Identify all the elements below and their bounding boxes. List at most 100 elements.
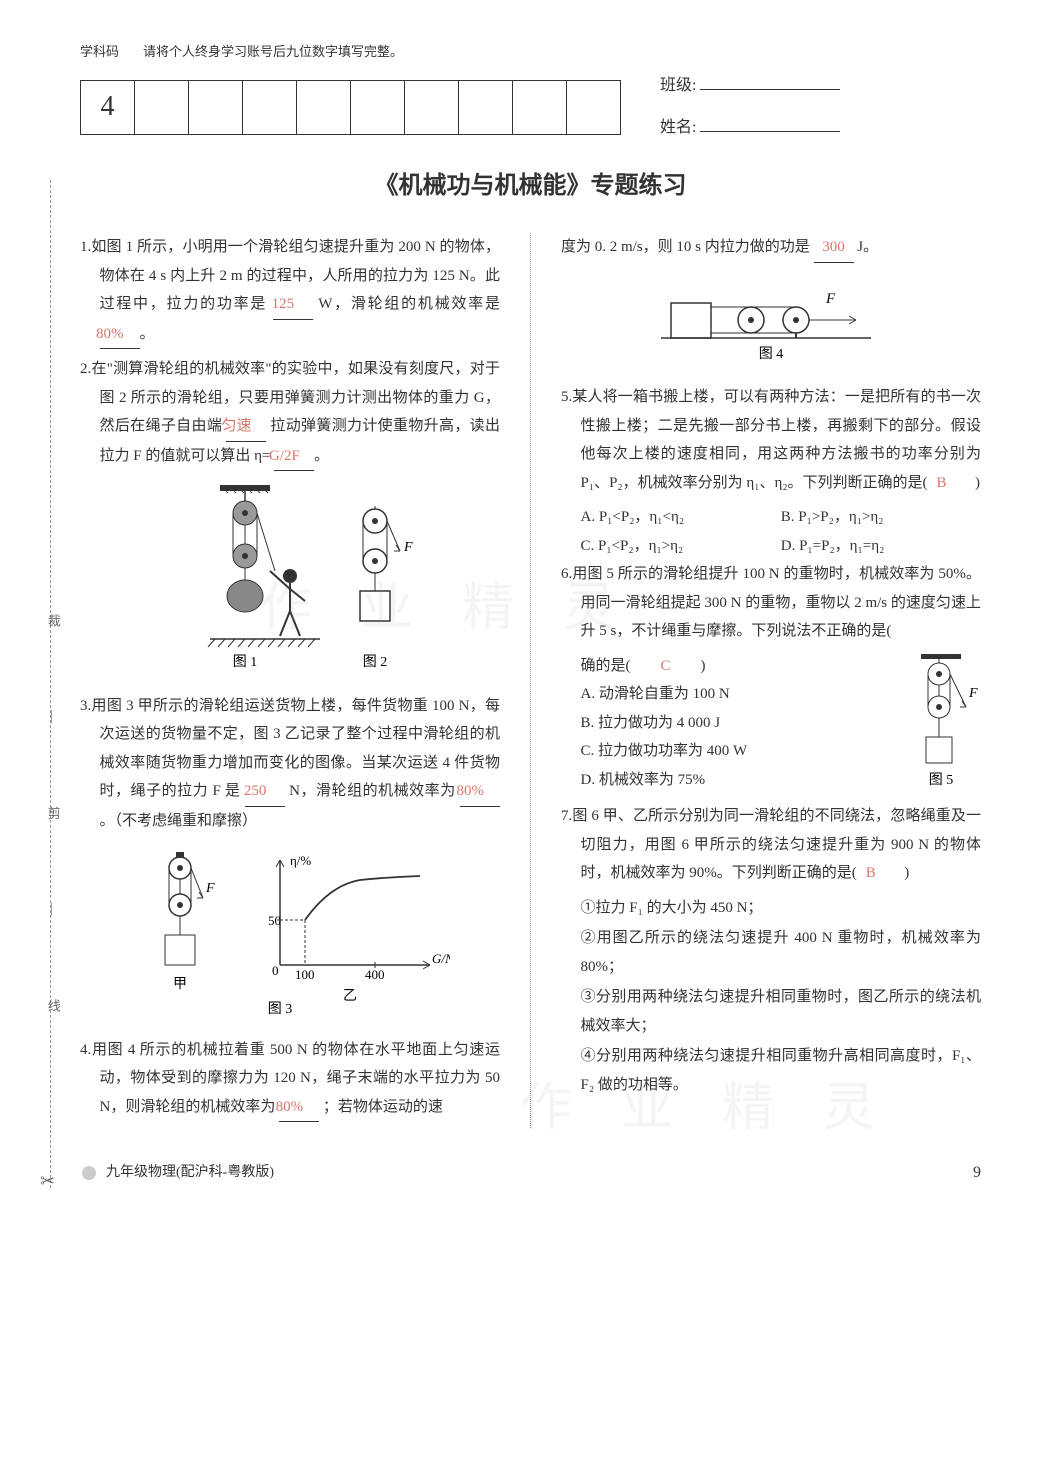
question-2: 2.在"测算滑轮组的机械效率"的实验中，如果没有刻度尺，对于图 2 所示的滑轮组… [80,355,500,471]
q7-s3: ③分别用两种绕法匀速提升相同重物时，图乙所示的绕法机械效率大； [561,983,981,1040]
figure-5: F 图 5 [911,652,981,803]
page-number: 9 [973,1158,981,1188]
page-footer: 九年级物理(配沪科-粤教版) 9 [80,1158,981,1188]
footer-book: 九年级物理(配沪科-粤教版) [106,1160,274,1187]
q5-num: 5. [561,389,572,405]
q4-text-c: 度为 0. 2 m/s，则 10 s 内拉力做的功是 [561,239,810,255]
name-input-line[interactable] [700,131,840,132]
q6-text2: 确的是( C ) [581,652,902,681]
code-boxes: 4 [80,80,620,135]
q7-s4: ④分别用两种绕法匀速提升相同重物升高相同高度时，F₁、F₂ 做的功相等。 [561,1042,981,1099]
q2-num: 2. [80,361,91,377]
svg-text:400: 400 [365,967,385,982]
svg-text:0: 0 [272,963,279,978]
class-input-line[interactable] [700,89,840,90]
svg-text:F: F [825,291,836,307]
question-6: 6.用图 5 所示的滑轮组提升 100 N 的重物时，机械效率为 50%。用同一… [561,560,981,646]
right-column: 度为 0. 2 m/s，则 10 s 内拉力做的功是 300 J。 F 图 4 [561,233,981,1128]
q6-optC: C. 拉力做功功率为 400 W [581,737,902,766]
class-label: 班级: [660,77,696,94]
q4-text-d: J。 [857,239,878,255]
q4-num: 4. [80,1042,91,1058]
svg-text:F: F [968,686,978,701]
question-3: 3.用图 3 甲所示的滑轮组运送货物上楼，每件货物重 100 N，每次运送的货物… [80,692,500,836]
question-7: 7.图 6 甲、乙所示分别为同一滑轮组的不同绕法，忽略绳重及一切阻力，用图 6 … [561,802,981,888]
page-title: 《机械功与机械能》专题练习 [80,163,981,209]
code-box-1[interactable] [134,80,189,135]
q7-s2: ②用图乙所示的绕法匀速提升 400 N 重物时，机械效率为 80%； [561,924,981,981]
q5-optD: D. P₁=P₂，η₁=η₂ [781,532,981,561]
q7-close: ) [904,865,909,881]
svg-text:甲: 甲 [173,977,187,992]
scissors-icon: ✂ [40,1164,55,1198]
q1-text-c: 。 [140,326,155,342]
svg-text:图 2: 图 2 [363,655,388,670]
q5-optA: A. P₁<P₂，η₁<η₂ [581,503,781,532]
code-box-3[interactable] [242,80,297,135]
page-header: 学科码 请将个人终身学习账号后九位数字填写完整。 4 班级: 姓名: [80,40,981,143]
q5-close: ) [975,475,980,491]
cut-line-label: 裁 — 剪 — 线 [40,614,65,1052]
figure-3: F 甲 η/% G/N 50 100 [80,845,500,1026]
code-box-7[interactable] [458,80,513,135]
code-box-6[interactable] [404,80,459,135]
q6-text: 用图 5 所示的滑轮组提升 100 N 的重物时，机械效率为 50%。用同一滑轮… [572,566,981,639]
q6-ans: C [646,652,686,681]
svg-text:F: F [205,881,215,896]
question-4-cont: 度为 0. 2 m/s，则 10 s 内拉力做的功是 300 J。 [561,233,981,263]
q6-optD: D. 机械效率为 75% [581,766,902,795]
q1-ans1: 125 [273,290,313,320]
q7-ans: B [861,859,901,888]
svg-text:100: 100 [295,967,315,982]
q7-s1: ①拉力 F₁ 的大小为 450 N； [561,894,981,923]
q7-num: 7. [561,808,572,824]
svg-text:η/%: η/% [290,853,311,868]
code-box-9[interactable] [566,80,621,135]
code-box-0: 4 [80,80,135,135]
q5-optB: B. P₁>P₂，η₁>η₂ [781,503,981,532]
q2-ans2: G/2F [274,442,314,472]
code-box-4[interactable] [296,80,351,135]
left-column: 1.如图 1 所示，小明用一个滑轮组匀速提升重为 200 N 的物体，物体在 4… [80,233,500,1128]
header-instruction: 请将个人终身学习账号后九位数字填写完整。 [143,40,403,65]
q5-text: 某人将一箱书搬上楼，可以有两种方法：一是把所有的书一次性搬上楼；二是先搬一部分书… [572,389,981,491]
subject-code-label: 学科码 [80,40,119,65]
name-label: 姓名: [660,119,696,136]
q4-ans2: 300 [814,233,854,263]
code-box-5[interactable] [350,80,405,135]
column-divider [530,233,531,1128]
q3-text-c: 。（不考虑绳重和摩擦） [100,813,258,829]
svg-text:图 1: 图 1 [233,655,258,670]
q5-ans: B [931,469,971,498]
q5-optC: C. P₁<P₂，η₁>η₂ [581,532,781,561]
figure-1-2: F 图 1 图 2 [80,481,500,682]
q3-ans2: 80% [460,777,500,807]
figure-4: F 图 4 [561,273,981,374]
svg-text:图 5: 图 5 [929,773,954,788]
q4-text-b: ；若物体运动的速 [323,1099,443,1115]
q2-ans1: 匀速 [226,412,266,442]
footer-dot-icon [80,1164,98,1182]
q1-ans2: 80% [100,320,140,350]
q2-text-c: 。 [314,448,329,464]
q3-text-b: N，滑轮组的机械效率为 [289,783,456,799]
code-box-2[interactable] [188,80,243,135]
q3-ans1: 250 [245,777,285,807]
svg-text:乙: 乙 [343,988,357,1004]
question-1: 1.如图 1 所示，小明用一个滑轮组匀速提升重为 200 N 的物体，物体在 4… [80,233,500,349]
q1-num: 1. [80,239,91,255]
question-4: 4.用图 4 所示的机械拉着重 500 N 的物体在水平地面上匀速运动，物体受到… [80,1036,500,1123]
svg-text:图 4: 图 4 [759,347,784,362]
q1-text-b: W，滑轮组的机械效率是 [318,296,500,312]
code-box-8[interactable] [512,80,567,135]
svg-text:图 3: 图 3 [268,1002,293,1015]
q6-num: 6. [561,566,572,582]
q6-close: ) [701,658,706,674]
q6-optB: B. 拉力做功为 4 000 J [581,709,902,738]
question-5: 5.某人将一箱书搬上楼，可以有两种方法：一是把所有的书一次性搬上楼；二是先搬一部… [561,383,981,497]
q7-text: 图 6 甲、乙所示分别为同一滑轮组的不同绕法，忽略绳重及一切阻力，用图 6 甲所… [572,808,981,881]
svg-text:G/N: G/N [432,951,450,966]
q6-optA: A. 动滑轮自重为 100 N [581,680,902,709]
q5-options: A. P₁<P₂，η₁<η₂B. P₁>P₂，η₁>η₂ C. P₁<P₂，η₁… [561,503,981,560]
q3-num: 3. [80,698,91,714]
